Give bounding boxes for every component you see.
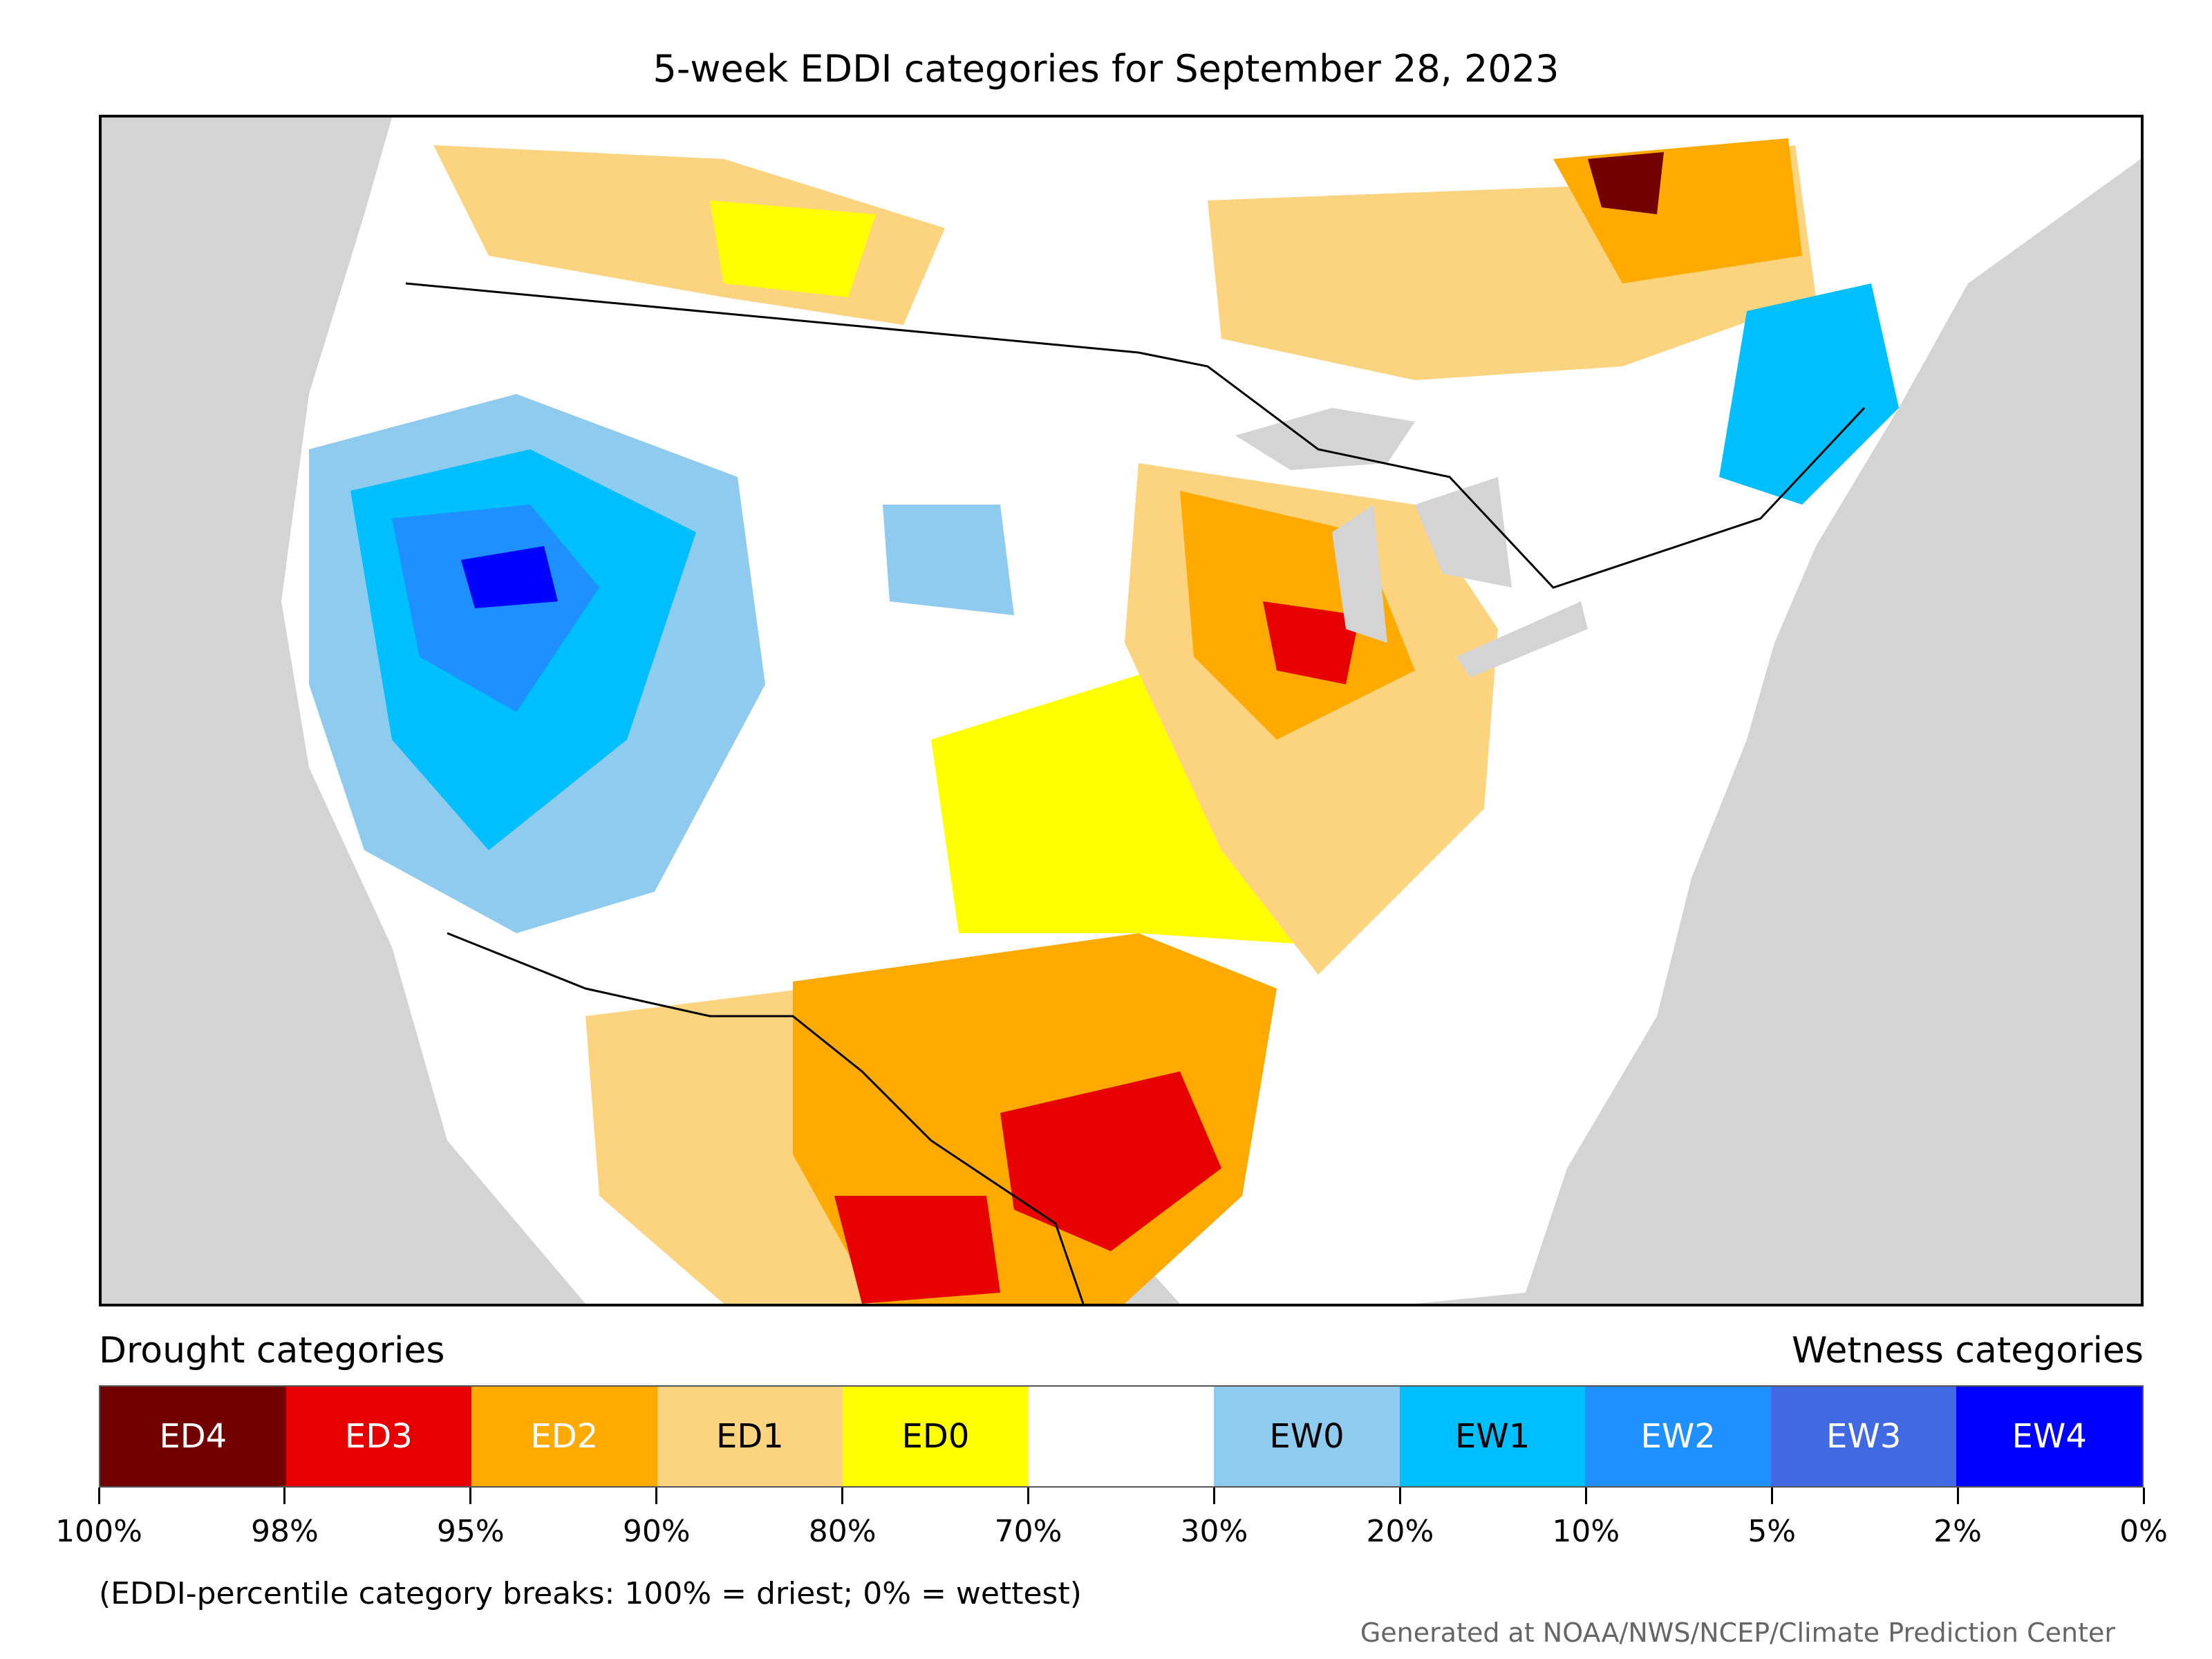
legend-cell-ew3: EW3 (1770, 1387, 1957, 1486)
ew1-region-new-england (1719, 283, 1899, 505)
ed0-region-saskatchewan (710, 200, 876, 297)
legend-tick (841, 1488, 844, 1504)
ed3-region-iowa (1263, 601, 1360, 684)
legend-cell-ed4: ED4 (100, 1387, 286, 1486)
us-canada-border (405, 282, 1866, 589)
legend-tick (655, 1488, 658, 1504)
tick-label: 70% (994, 1514, 1062, 1549)
legend-cell-ed3: ED3 (285, 1387, 472, 1486)
legend-tick (283, 1488, 286, 1504)
map-canvas (102, 118, 2141, 1304)
legend-tick (1956, 1488, 1959, 1504)
legend-tick (97, 1488, 100, 1504)
lake-superior (1235, 408, 1415, 470)
tick-label: 2% (1933, 1514, 1982, 1549)
tick-label: 0% (2119, 1514, 2168, 1549)
legend-tick (1584, 1488, 1587, 1504)
tick-label: 90% (622, 1514, 691, 1549)
legend-tick (2142, 1488, 2145, 1504)
legend-label-ed1: ED1 (716, 1417, 784, 1456)
legend-label-ed2: ED2 (530, 1417, 599, 1456)
ew0-region-dakotas (883, 505, 1014, 615)
lake-huron (1415, 477, 1512, 588)
tick-label: 80% (808, 1514, 877, 1549)
legend-label-ew2: EW2 (1640, 1417, 1716, 1456)
ew4-region-idaho (461, 546, 558, 608)
legend-cell-ew0: EW0 (1214, 1387, 1400, 1486)
ed3-region-south-texas (834, 1196, 1000, 1304)
legend-label-ew0: EW0 (1269, 1417, 1344, 1456)
legend-tick (1770, 1488, 1773, 1504)
wetness-categories-heading: Wetness categories (1792, 1330, 2144, 1371)
legend-label-ew4: EW4 (2012, 1417, 2087, 1456)
tick-label: 30% (1180, 1514, 1248, 1549)
us-mexico-border (447, 932, 1085, 1304)
ed4-region-quebec (1588, 152, 1664, 214)
legend-cell-ew2: EW2 (1585, 1387, 1771, 1486)
legend-tick (1398, 1488, 1401, 1504)
legend-cell-ed0: ED0 (843, 1387, 1029, 1486)
ed3-region-texas (1000, 1071, 1221, 1251)
legend-cell-ew1: EW1 (1399, 1387, 1586, 1486)
ew2-region-great-basin (392, 505, 599, 712)
lake-michigan (1332, 505, 1387, 643)
tick-label: 95% (436, 1514, 505, 1549)
legend-label-ew3: EW3 (1826, 1417, 1902, 1456)
tick-label: 20% (1366, 1514, 1434, 1549)
legend-tick (1212, 1488, 1215, 1504)
legend-label-ed4: ED4 (159, 1417, 227, 1456)
tick-label: 10% (1552, 1514, 1620, 1549)
tick-label: 98% (251, 1514, 319, 1549)
legend-ticks (97, 1488, 2145, 1508)
legend-label-ed3: ED3 (344, 1417, 413, 1456)
legend-label-ew1: EW1 (1454, 1417, 1530, 1456)
drought-categories-heading: Drought categories (99, 1330, 445, 1371)
category-legend: ED4 ED3 ED2 ED1 ED0 EW0 EW1 EW2 EW3 EW4 (99, 1385, 2144, 1488)
lake-erie (1456, 601, 1588, 677)
eddi-map (99, 115, 2144, 1306)
tick-label: 5% (1747, 1514, 1797, 1549)
legend-tick (1027, 1488, 1030, 1504)
legend-cell-ew4: EW4 (1956, 1387, 2143, 1486)
legend-label-ed0: ED0 (901, 1417, 970, 1456)
legend-cell-ed1: ED1 (657, 1387, 843, 1486)
percentile-note: (EDDI-percentile category breaks: 100% =… (99, 1576, 1082, 1611)
legend-cell-ed2: ED2 (471, 1387, 657, 1486)
credit-line: Generated at NOAA/NWS/NCEP/Climate Predi… (1360, 1618, 2115, 1648)
map-title: 5-week EDDI categories for September 28,… (653, 47, 1559, 91)
legend-tick (469, 1488, 472, 1504)
tick-label: 100% (55, 1514, 142, 1549)
legend-cell-neutral (1028, 1387, 1215, 1486)
